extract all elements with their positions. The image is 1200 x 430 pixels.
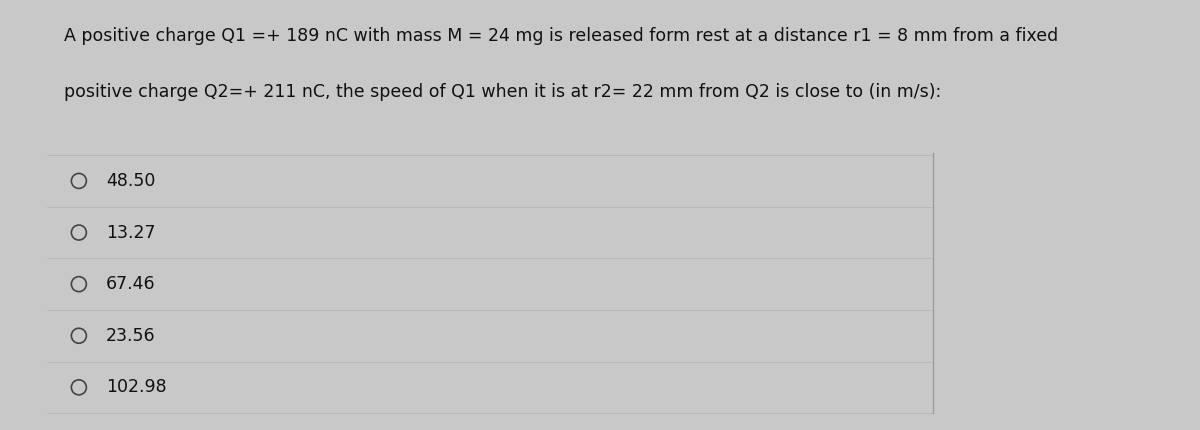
Text: 67.46: 67.46: [106, 275, 156, 293]
Text: 48.50: 48.50: [106, 172, 155, 190]
Text: positive charge Q2=+ 211 nC, the speed of Q1 when it is at r2= 22 mm from Q2 is : positive charge Q2=+ 211 nC, the speed o…: [65, 83, 942, 101]
Text: 13.27: 13.27: [106, 224, 156, 242]
Text: 102.98: 102.98: [106, 378, 167, 396]
Text: A positive charge Q1 =+ 189 nC with mass M = 24 mg is released form rest at a di: A positive charge Q1 =+ 189 nC with mass…: [65, 27, 1058, 45]
Text: 23.56: 23.56: [106, 327, 156, 345]
